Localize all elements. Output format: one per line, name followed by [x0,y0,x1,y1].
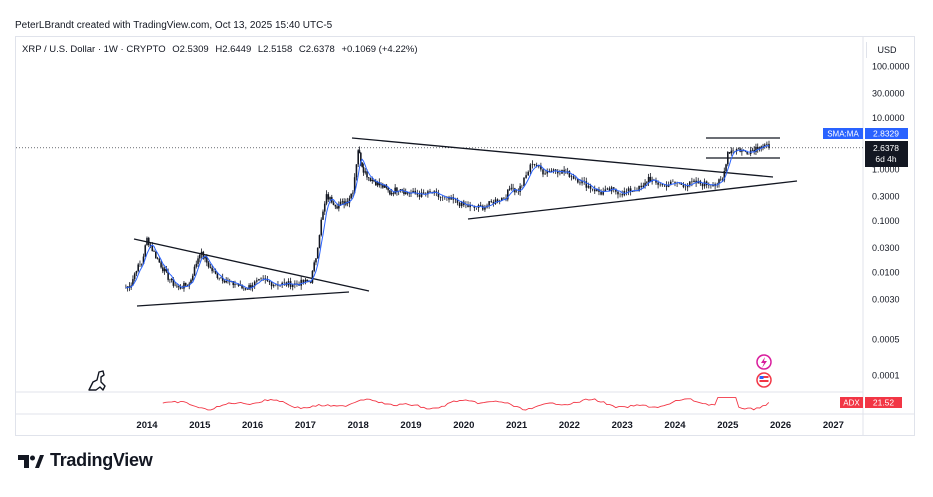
last-price-tag: 2.6378 6d 4h [865,141,908,167]
dinosaur-outline [88,370,106,391]
tradingview-logo-icon [18,454,44,468]
ohlc-close: C2.6378 [298,44,335,55]
trendline-drawings [133,137,798,307]
year-tick-label: 2014 [136,420,158,431]
price-tick-label: 0.0001 [872,371,900,381]
year-tick-label: 2024 [664,420,686,431]
sma-tag: SMA:MA 2.8329 [823,128,908,139]
year-tick-label: 2017 [295,420,316,431]
sma-value-box [865,128,908,139]
symbol-legend: XRP / U.S. Dollar · 1W · CRYPTO O2.5309 … [22,44,422,55]
ohlc-high: H2.6449 [215,44,252,55]
trendline-2018-upper [351,137,774,178]
adx-label-box [840,397,863,408]
flag-stripe-icon [759,376,769,378]
year-tick-label: 2026 [770,420,791,431]
price-tick-label: 30.0000 [872,88,905,98]
price-tick-label: 0.0005 [872,335,900,345]
adx-value-box [865,397,902,408]
year-tick-label: 2018 [348,420,369,431]
currency-button[interactable]: USD [866,42,907,58]
bar-countdown: 6d 4h [875,154,897,164]
chart-panel[interactable] [15,36,915,436]
ohlc-low: L2.5158 [257,44,293,55]
year-tick-label: 2021 [506,420,528,431]
price-tick-label: 0.1000 [872,216,900,226]
price-change: +0.1069 (+4.22%) [341,44,418,55]
trendline-2020-lower [467,180,798,220]
year-tick-label: 2020 [453,420,474,431]
last-price-value: 2.6378 [873,143,899,153]
sma-line [125,145,770,289]
adx-value: 21.52 [873,398,895,408]
adx-line [162,397,770,411]
price-tick-label: 0.3000 [872,191,900,201]
sma-label: SMA:MA [827,130,859,139]
price-tick-label: 10.0000 [872,113,905,123]
trendline-2014-upper [133,238,370,292]
price-tick-label: 0.0030 [872,294,900,304]
symbol-name[interactable]: XRP / U.S. Dollar · 1W · CRYPTO [22,44,166,55]
last-price-box [865,141,908,167]
dinosaur-icon[interactable] [88,370,106,391]
year-tick-label: 2022 [559,420,580,431]
year-tick-label: 2019 [400,420,421,431]
price-tick-label: 0.0100 [872,268,900,278]
price-axis: 100.0000 30.0000 10.0000 1.0000 0.3000 0.1000… [872,62,910,381]
adx-tag: ADX 21.52 [840,397,902,408]
tradingview-wordmark: TradingView [50,450,153,470]
price-tick-label: 1.0000 [872,165,900,175]
time-axis: 2014 2015 2016 2017 2018 2019 2020 2021 2022 2023… [136,420,844,431]
flag-stripe-icon [759,380,769,382]
dividend-event-icon[interactable] [756,354,772,370]
flag-canton-icon [759,376,764,379]
year-tick-label: 2016 [242,420,263,431]
economic-event-icon[interactable] [756,372,772,388]
sma-value: 2.8329 [873,129,899,139]
year-tick-label: 2025 [717,420,739,431]
year-tick-label: 2015 [189,420,211,431]
trendline-2014-lower [136,291,350,307]
sma-label-box [823,128,863,139]
adx-label: ADX [843,399,860,408]
ohlc-open: O2.5309 [172,44,209,55]
chart-credit: PeterLBrandt created with TradingView.co… [15,20,333,31]
year-tick-label: 2023 [612,420,633,431]
tradingview-brand[interactable]: TradingView [18,450,153,471]
price-tick-label: 100.0000 [872,62,910,72]
year-tick-label: 2027 [823,420,844,431]
price-tick-label: 0.0300 [872,243,900,253]
lightning-icon [761,357,767,368]
price-series [125,140,770,292]
